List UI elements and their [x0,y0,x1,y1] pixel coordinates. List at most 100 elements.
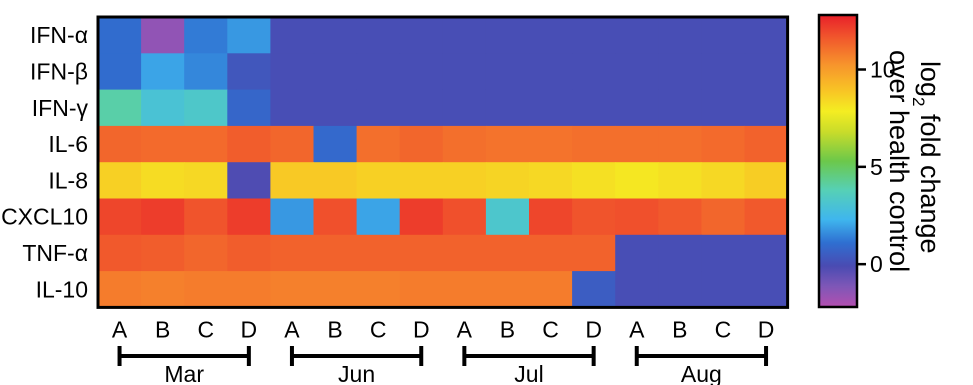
heatmap-cell [313,17,358,54]
heatmap-cell [184,198,228,236]
group-label: Jul [514,361,543,385]
colorbar-label: log2 fold change over health control [884,50,945,272]
heatmap-cell [529,271,573,308]
heatmap-cell [442,17,487,54]
heatmap-cell [442,125,487,163]
heatmap-cell [744,271,789,308]
heatmap-cell [658,234,702,272]
heatmap-cell [141,234,185,272]
heatmap-cell [485,234,530,272]
heatmap-cells [98,17,789,308]
heatmap-cell [572,53,616,91]
heatmap-cell [98,198,142,236]
heatmap-cell [701,17,746,54]
heatmap-cell [356,89,401,127]
heatmap-cell [184,53,228,91]
heatmap-cell [227,125,271,163]
heatmap-cell [270,271,315,308]
column-label: C [542,316,559,342]
heatmap-cell [744,234,789,272]
colorbar-tick-label: 5 [870,154,883,180]
heatmap-cell [615,162,659,200]
heatmap-cell [485,271,530,308]
heatmap-cell [270,17,315,54]
colorbar-tick-label: 0 [870,251,883,277]
row-label: IFN-β [30,58,88,84]
column-label: A [457,316,473,342]
heatmap-cell [356,125,401,163]
heatmap-cell [615,125,659,163]
heatmap-cell [442,271,487,308]
heatmap-cell [270,125,315,163]
heatmap-cell [270,89,315,127]
colorbar-ticks: 0 5 10 [857,57,896,277]
heatmap-cell [442,89,487,127]
colorbar-label-rest: fold change [915,106,945,253]
heatmap-cell [399,89,444,127]
heatmap-cell [184,234,228,272]
heatmap-cell [399,125,444,163]
heatmap-cell [356,17,401,54]
heatmap-cell [701,162,746,200]
heatmap-cell [572,198,616,236]
heatmap-cell [744,198,789,236]
heatmap-cell [98,17,142,54]
heatmap-cell [701,198,746,236]
heatmap-cell [744,162,789,200]
row-label: IL-8 [48,167,88,193]
heatmap-cell [615,17,659,54]
heatmap-cell [658,125,702,163]
heatmap-frame [96,15,790,309]
heatmap-cell [227,162,271,200]
row-label: IL-6 [48,131,88,157]
heatmap-cell [356,271,401,308]
group-label: Jun [338,361,375,385]
heatmap-cell [485,17,530,54]
heatmap-cell [98,89,142,127]
heatmap-cell [98,162,142,200]
heatmap-cell [227,198,271,236]
heatmap-cell [485,89,530,127]
heatmap-cell [529,89,573,127]
heatmap-cell [529,162,573,200]
heatmap-cell [701,125,746,163]
column-label: A [629,316,645,342]
heatmap-cell [442,162,487,200]
heatmap-cell [98,234,142,272]
heatmap-cell [270,53,315,91]
column-label: D [413,316,430,342]
heatmap-cell [529,53,573,91]
column-label: C [370,316,387,342]
heatmap-cell [98,125,142,163]
heatmap-cell [184,17,228,54]
column-label: D [758,316,775,342]
column-label: B [672,316,687,342]
heatmap-cell [572,271,616,308]
heatmap-cell [399,271,444,308]
column-label: B [327,316,342,342]
heatmap-cell [141,271,185,308]
heatmap-cell [442,234,487,272]
heatmap-cell [399,162,444,200]
heatmap-cell [184,125,228,163]
heatmap-cell [701,271,746,308]
heatmap-cell [615,53,659,91]
heatmap-cell [227,271,271,308]
column-label: B [500,316,515,342]
heatmap-cell [141,89,185,127]
heatmap-cell [141,162,185,200]
heatmap-cell [270,234,315,272]
heatmap-cell [615,234,659,272]
heatmap-cell [572,125,616,163]
heatmap-cell [399,234,444,272]
heatmap-cell [744,89,789,127]
colorbar: 0 5 10 [817,13,896,309]
heatmap-cell [227,53,271,91]
colorbar-tick-label: 10 [870,57,896,83]
heatmap-cell [399,53,444,91]
heatmap-cell [572,89,616,127]
heatmap-cell [356,198,401,236]
heatmap-cell [141,198,185,236]
column-label: A [284,316,300,342]
